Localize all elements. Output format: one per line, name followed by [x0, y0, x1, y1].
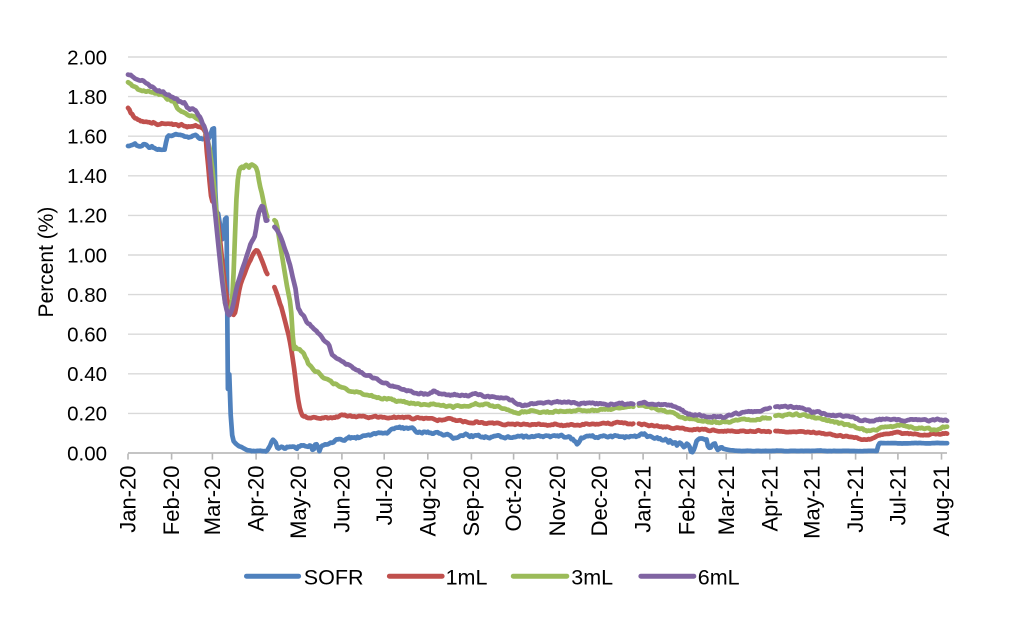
svg-text:Percent (%): Percent (%)	[35, 207, 58, 318]
svg-text:Mar-20: Mar-20	[200, 466, 225, 536]
svg-text:Apr-20: Apr-20	[244, 466, 269, 532]
svg-text:May-21: May-21	[800, 466, 825, 539]
svg-text:0.40: 0.40	[67, 363, 107, 386]
svg-text:Dec-20: Dec-20	[587, 466, 612, 537]
svg-text:Jun-20: Jun-20	[330, 466, 355, 533]
svg-text:Oct-20: Oct-20	[501, 466, 526, 532]
svg-text:Sep-20: Sep-20	[459, 466, 484, 537]
svg-text:Jul-20: Jul-20	[372, 466, 397, 526]
svg-text:1.60: 1.60	[67, 126, 107, 149]
svg-text:Aug-21: Aug-21	[929, 466, 954, 537]
svg-text:SOFR: SOFR	[304, 565, 364, 589]
svg-text:May-20: May-20	[286, 466, 311, 539]
svg-text:1mL: 1mL	[446, 565, 488, 589]
svg-text:1.80: 1.80	[67, 86, 107, 109]
svg-text:Jun-21: Jun-21	[843, 466, 868, 533]
svg-text:Nov-20: Nov-20	[545, 466, 570, 537]
svg-text:Jan-21: Jan-21	[631, 466, 656, 533]
svg-text:Jul-21: Jul-21	[886, 466, 911, 526]
svg-text:Feb-21: Feb-21	[674, 466, 699, 536]
svg-text:0.80: 0.80	[67, 284, 107, 307]
svg-text:Feb-20: Feb-20	[159, 466, 184, 536]
svg-text:Aug-20: Aug-20	[415, 466, 440, 537]
svg-text:3mL: 3mL	[571, 565, 613, 589]
svg-text:0.00: 0.00	[67, 442, 107, 465]
svg-text:1.40: 1.40	[67, 165, 107, 188]
svg-text:Mar-21: Mar-21	[714, 466, 739, 536]
svg-text:Jan-20: Jan-20	[116, 466, 141, 533]
svg-text:0.20: 0.20	[67, 403, 107, 426]
svg-text:Apr-21: Apr-21	[757, 466, 782, 532]
svg-text:1.00: 1.00	[67, 244, 107, 267]
svg-text:0.60: 0.60	[67, 324, 107, 347]
svg-text:1.20: 1.20	[67, 205, 107, 228]
svg-text:2.00: 2.00	[67, 46, 107, 69]
svg-text:6mL: 6mL	[698, 565, 740, 589]
